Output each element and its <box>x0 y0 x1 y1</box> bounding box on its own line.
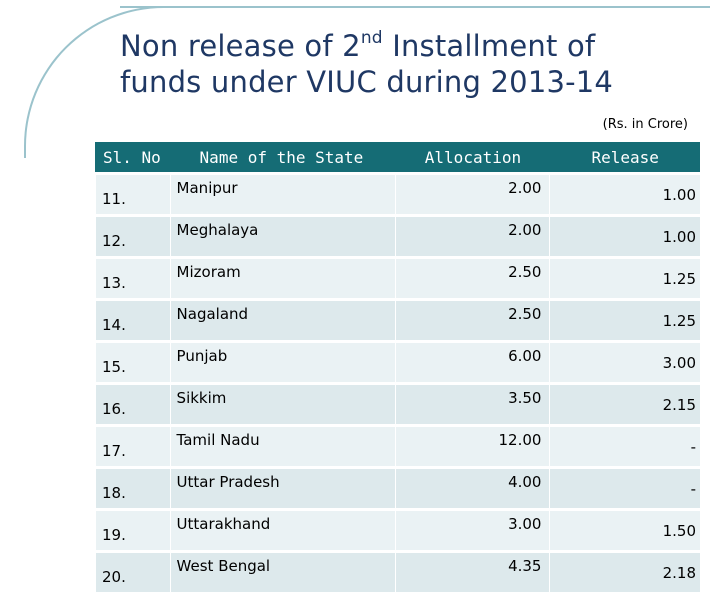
cell-sl-no: 11. <box>95 175 170 214</box>
title-superscript: nd <box>360 28 383 49</box>
cell-release: 2.18 <box>549 553 700 592</box>
header-release: Release <box>549 142 700 172</box>
header-state: Name of the State <box>169 142 395 172</box>
slide: Non release of 2nd Installment of funds … <box>24 6 710 592</box>
cell-allocation: 2.50 <box>394 259 550 298</box>
cell-release: - <box>549 427 700 466</box>
table-row: 16. Sikkim 3.50 2.15 <box>95 385 700 424</box>
table-header-row: Sl. No Name of the State Allocation Rele… <box>95 142 700 172</box>
table-row: 11. Manipur 2.00 1.00 <box>95 175 700 214</box>
cell-state: Nagaland <box>169 301 395 340</box>
cell-release: 2.15 <box>549 385 700 424</box>
cell-state: West Bengal <box>169 553 395 592</box>
cell-allocation: 2.50 <box>394 301 550 340</box>
cell-allocation: 2.00 <box>394 175 550 214</box>
cell-allocation: 4.35 <box>394 553 550 592</box>
funds-table: Sl. No Name of the State Allocation Rele… <box>95 139 700 595</box>
slide-title: Non release of 2nd Installment of funds … <box>120 28 700 100</box>
cell-release: 3.00 <box>549 343 700 382</box>
table-row: 19. Uttarakhand 3.00 1.50 <box>95 511 700 550</box>
cell-allocation: 3.50 <box>394 385 550 424</box>
cell-state: Mizoram <box>169 259 395 298</box>
cell-sl-no: 18. <box>95 469 170 508</box>
cell-allocation: 6.00 <box>394 343 550 382</box>
cell-release: 1.00 <box>549 175 700 214</box>
cell-release: 1.25 <box>549 259 700 298</box>
table-row: 18. Uttar Pradesh 4.00- <box>95 469 700 508</box>
cell-sl-no: 13. <box>95 259 170 298</box>
title-part1: Non release of 2 <box>120 29 361 63</box>
cell-allocation: 3.00 <box>394 511 550 550</box>
cell-sl-no: 20. <box>95 553 170 592</box>
cell-state: Tamil Nadu <box>169 427 395 466</box>
cell-sl-no: 14. <box>95 301 170 340</box>
cell-release: 1.00 <box>549 217 700 256</box>
cell-release: 1.25 <box>549 301 700 340</box>
header-allocation: Allocation <box>394 142 550 172</box>
title-line2: funds under VIUC during 2013-14 <box>120 65 614 99</box>
cell-state: Uttar Pradesh <box>169 469 395 508</box>
table-body: 11. Manipur 2.00 1.00 12. Meghalaya 2.00 1.00 13… <box>95 175 700 592</box>
table-row: 13. Mizoram 2.50 1.25 <box>95 259 700 298</box>
cell-state: Punjab <box>169 343 395 382</box>
unit-note: (Rs. in Crore) <box>602 117 688 132</box>
cell-release: - <box>549 469 700 508</box>
cell-state: Manipur <box>169 175 395 214</box>
cell-release: 1.50 <box>549 511 700 550</box>
table-row: 14. Nagaland 2.50 1.25 <box>95 301 700 340</box>
cell-allocation: 12.00 <box>394 427 550 466</box>
table-row: 12. Meghalaya 2.00 1.00 <box>95 217 700 256</box>
cell-state: Uttarakhand <box>169 511 395 550</box>
table-row: 20. West Bengal 4.35 2.18 <box>95 553 700 592</box>
cell-allocation: 2.00 <box>394 217 550 256</box>
cell-sl-no: 19. <box>95 511 170 550</box>
cell-state: Meghalaya <box>169 217 395 256</box>
cell-allocation: 4.00 <box>394 469 550 508</box>
decorative-top-rule <box>120 6 710 8</box>
cell-sl-no: 12. <box>95 217 170 256</box>
cell-sl-no: 17. <box>95 427 170 466</box>
header-sl-no: Sl. No <box>95 142 170 172</box>
table-row: 15. Punjab 6.00 3.00 <box>95 343 700 382</box>
title-part2: Installment of <box>382 29 596 63</box>
cell-sl-no: 16. <box>95 385 170 424</box>
table-row: 17. Tamil Nadu 12.00- <box>95 427 700 466</box>
cell-state: Sikkim <box>169 385 395 424</box>
cell-sl-no: 15. <box>95 343 170 382</box>
